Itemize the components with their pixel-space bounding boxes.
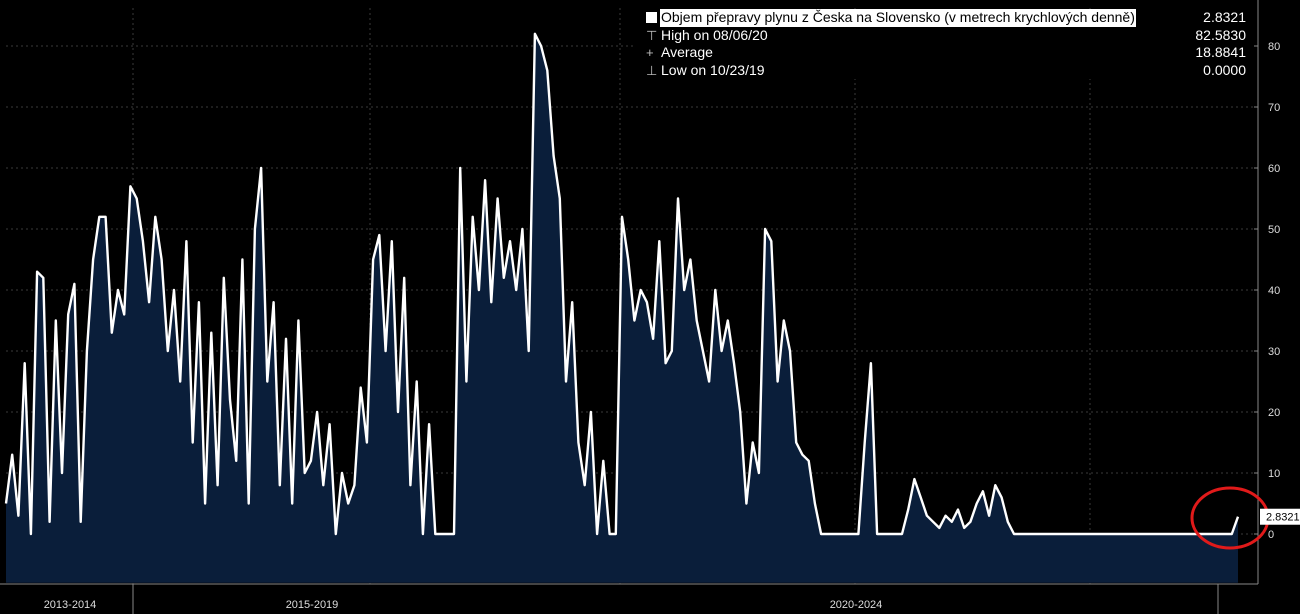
y-tick-label-0: 0 <box>1268 529 1274 541</box>
legend-average-row[interactable]: + Average 18.8841 <box>636 44 1254 62</box>
y-tick-label-30: 30 <box>1268 346 1280 358</box>
legend-series-label: Objem přepravy plynu z Česka na Slovensk… <box>660 9 1136 27</box>
series-area-fill <box>6 33 1238 583</box>
last-value-tag: 2.8321 <box>1266 512 1300 524</box>
annotation-layer: 2.8321 <box>1190 486 1300 550</box>
y-tick-label-70: 70 <box>1268 102 1280 114</box>
y-tick-label-60: 60 <box>1268 163 1280 175</box>
legend-low-row[interactable]: ⊥ Low on 10/23/19 0.0000 <box>636 61 1254 79</box>
y-tick-label-50: 50 <box>1268 224 1280 236</box>
area-layer <box>4 32 1240 583</box>
x-axis: 2013-2014 2015-2019 2020-2024 <box>0 583 1258 614</box>
legend-low-value: 0.0000 <box>1203 61 1246 78</box>
series-line <box>4 32 1240 536</box>
low-marker-icon: ⊥ <box>646 62 658 78</box>
high-marker-icon: ⊤ <box>646 27 658 43</box>
x-period-label-1: 2015-2019 <box>286 599 339 611</box>
legend-series-value: 2.8321 <box>1203 9 1246 25</box>
legend-average-value: 18.8841 <box>1195 44 1246 60</box>
grid-lines <box>6 8 1254 584</box>
legend-low-label: Low on 10/23/19 <box>660 61 766 79</box>
x-period-label-0: 2013-2014 <box>44 599 97 611</box>
legend-high-label: High on 08/06/20 <box>660 26 769 44</box>
y-tick-label-40: 40 <box>1268 285 1280 297</box>
series-swatch-icon <box>646 12 657 23</box>
y-axis: 0 10 20 30 40 50 60 70 80 <box>1254 0 1280 584</box>
legend-box: Objem přepravy plynu z Česka na Slovensk… <box>636 9 1254 79</box>
y-tick-label-20: 20 <box>1268 407 1280 419</box>
average-marker-icon: + <box>646 45 654 60</box>
x-period-label-2: 2020-2024 <box>830 599 883 611</box>
y-tick-label-80: 80 <box>1268 41 1280 53</box>
y-tick-label-10: 10 <box>1268 468 1280 480</box>
legend-series-row[interactable]: Objem přepravy plynu z Česka na Slovensk… <box>636 9 1254 27</box>
legend-high-value: 82.5830 <box>1195 26 1246 43</box>
legend-high-row[interactable]: ⊤ High on 08/06/20 82.5830 <box>636 26 1254 44</box>
legend-average-label: Average <box>660 44 714 62</box>
last-value-tag-bg <box>1260 508 1300 525</box>
